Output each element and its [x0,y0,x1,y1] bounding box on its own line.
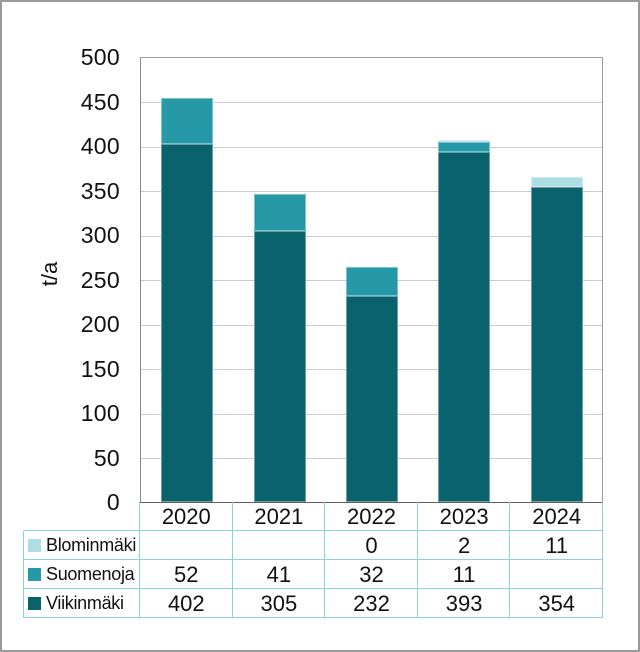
plot-area [140,57,603,503]
y-tick-label-400: 400 [80,133,120,159]
table-cell-Suomenoja-2020: 52 [174,562,199,587]
table-cell-Suomenoja-2023: 11 [452,562,476,587]
y-tick-label-50: 50 [93,444,120,471]
table-border-line [231,502,233,618]
table-border-line [324,502,326,618]
legend-cell-Blominmäki: Blominmäki [24,531,140,560]
table-cell-Viikinmäki-2023: 393 [445,591,483,616]
table-header-year-2023: 2023 [439,504,489,529]
y-tick-label-200: 200 [80,311,120,337]
table-cell-Suomenoja-2022: 32 [359,562,384,587]
bar-segment-Suomenoja-2023 [438,142,491,153]
gridline-300 [141,235,602,237]
legend-label-Blominmäki: Blominmäki [46,535,137,555]
y-tick-label-450: 450 [80,88,120,115]
gridline-350 [141,191,602,192]
bar-segment-Suomenoja-2021 [253,194,306,231]
table-cell-Viikinmäki-2022: 232 [353,591,390,616]
y-tick-label-250: 250 [80,266,120,293]
legend-swatch-Suomenoja [28,568,41,581]
table-cell-Blominmäki-2023: 2 [457,533,471,558]
table-cell-Suomenoja-2021: 41 [266,562,292,587]
table-border-line [602,502,603,618]
bar-segment-Viikinmäki-2020 [161,144,214,502]
legend-cell-Viikinmäki: Viikinmäki [24,589,140,618]
table-header-year-2020: 2020 [161,504,211,529]
bar-segment-Suomenoja-2020 [161,97,214,145]
table-border-line [24,559,603,560]
bar-segment-Blominmäki-2023 [438,140,491,143]
table-cell-Viikinmäki-2020: 402 [167,591,205,616]
table-header-year-2024: 2024 [532,504,582,529]
legend-cell-Suomenoja: Suomenoja [24,560,140,589]
y-tick-label-150: 150 [80,355,120,382]
gridline-450 [141,102,602,103]
bar-segment-Viikinmäki-2023 [438,152,491,502]
y-tick-label-0: 0 [106,489,120,515]
y-tick-label-500: 500 [80,44,120,70]
table-header-year-2022: 2022 [347,504,396,529]
table-border-line [24,617,603,618]
y-tick-label-350: 350 [80,177,120,204]
gridline-400 [141,146,602,148]
bar-segment-Viikinmäki-2024 [530,186,583,502]
bar-segment-Blominmäki-2024 [530,177,583,187]
y-tick-label-100: 100 [80,400,120,426]
table-cell-Viikinmäki-2021: 305 [260,591,298,616]
table-cell-Viikinmäki-2024: 354 [538,591,576,616]
table-border-line [23,531,24,618]
y-tick-label-300: 300 [80,222,120,248]
legend-swatch-Blominmäki [28,539,41,552]
bar-segment-Suomenoja-2022 [346,267,398,296]
table-cell-Blominmäki-2022: 0 [365,533,378,558]
table-border-line [24,530,603,531]
table-header-year-2021: 2021 [254,504,304,529]
bar-segment-Viikinmäki-2021 [253,230,306,502]
table-border-line [139,502,140,618]
table-cell-Blominmäki-2024: 11 [545,533,569,558]
legend-label-Viikinmäki: Viikinmäki [46,593,124,613]
table-cell-Suomenoja-2024 [510,560,603,589]
table-border-line [24,588,603,589]
legend-label-Suomenoja: Suomenoja [46,564,135,584]
table-border-line [509,502,511,618]
table-border-line [416,502,418,618]
legend-swatch-Viikinmäki [28,597,41,610]
bar-segment-Viikinmäki-2022 [346,295,398,502]
table-cell-Blominmäki-2021 [233,531,326,560]
table-cell-Blominmäki-2020 [140,531,233,560]
